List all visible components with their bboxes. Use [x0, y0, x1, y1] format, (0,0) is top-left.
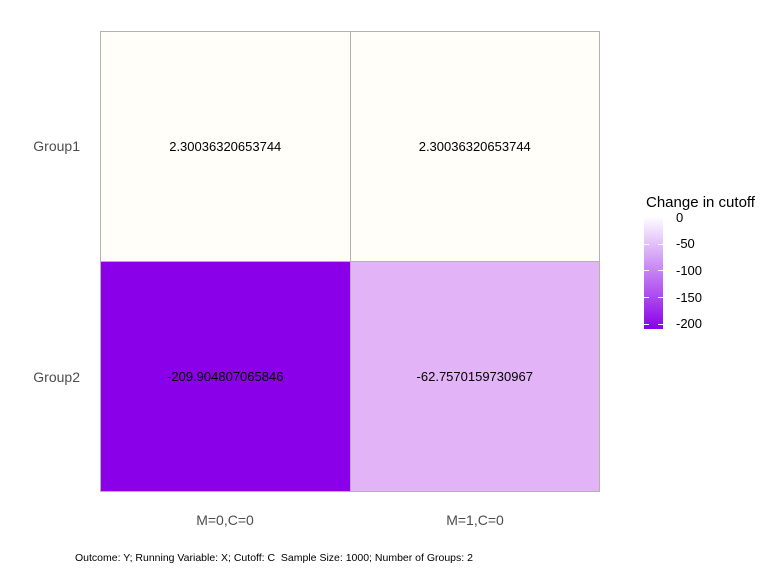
- x-axis-label-m0c0: M=0,C=0: [196, 512, 254, 528]
- legend-tick-mark: [658, 243, 663, 245]
- legend-gradient-bar: [644, 216, 663, 329]
- legend-tick-labels: 0 -50 -100 -150 -200: [676, 211, 736, 332]
- legend-tick-label: -150: [676, 289, 703, 305]
- legend-tick-label: 0: [676, 209, 684, 225]
- legend-tick-label: -50: [676, 236, 695, 252]
- plot-panel: 2.30036320653744 2.30036320653744 -209.9…: [100, 31, 600, 492]
- legend-tick-mark: [644, 217, 649, 219]
- heatmap-cell-group2-m1c0: -62.7570159730967: [350, 262, 599, 491]
- legend-tick-mark: [658, 217, 663, 219]
- heatmap-cell-group2-m0c0: -209.904807065846: [101, 262, 350, 491]
- legend-tick-label: -200: [676, 316, 703, 332]
- legend-tick-mark: [644, 270, 649, 272]
- caption: Outcome: Y; Running Variable: X; Cutoff:…: [75, 552, 473, 564]
- legend-tick-mark: [644, 243, 649, 245]
- y-axis-label-group2: Group2: [33, 369, 80, 385]
- legend-tick-mark: [644, 297, 649, 299]
- y-axis-label-group1: Group1: [33, 138, 80, 154]
- legend-tick-mark: [644, 323, 649, 325]
- legend-title: Change in cutoff: [646, 194, 755, 211]
- legend-tick-label: -100: [676, 262, 703, 278]
- heatmap-cell-group1-m1c0: 2.30036320653744: [350, 32, 599, 261]
- legend-tick-mark: [658, 323, 663, 325]
- legend-tick-mark: [658, 270, 663, 272]
- heatmap-cell-group1-m0c0: 2.30036320653744: [101, 32, 350, 261]
- legend-tick-mark: [658, 297, 663, 299]
- x-axis-label-m1c0: M=1,C=0: [446, 512, 504, 528]
